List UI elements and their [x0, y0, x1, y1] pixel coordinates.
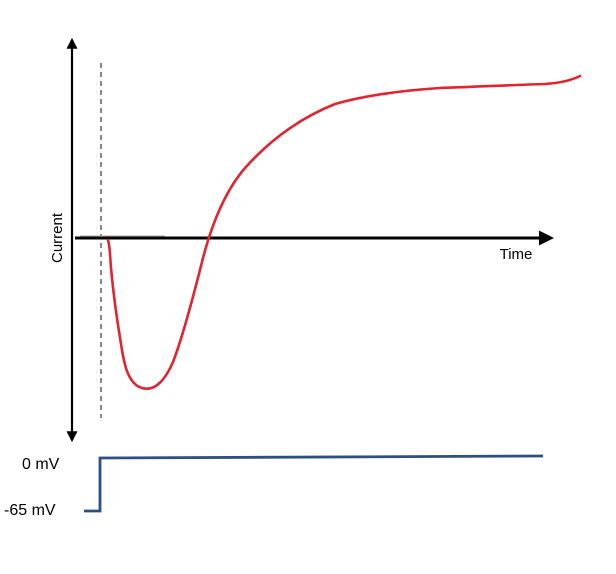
- voltage-step-trace: [84, 454, 544, 513]
- current-trace: [106, 74, 582, 390]
- voltage-high-label: 0 mV: [22, 456, 60, 473]
- y-axis-label: Current: [49, 212, 66, 263]
- voltage-low-label: -65 mV: [4, 502, 56, 519]
- x-axis-label: Time: [500, 246, 533, 263]
